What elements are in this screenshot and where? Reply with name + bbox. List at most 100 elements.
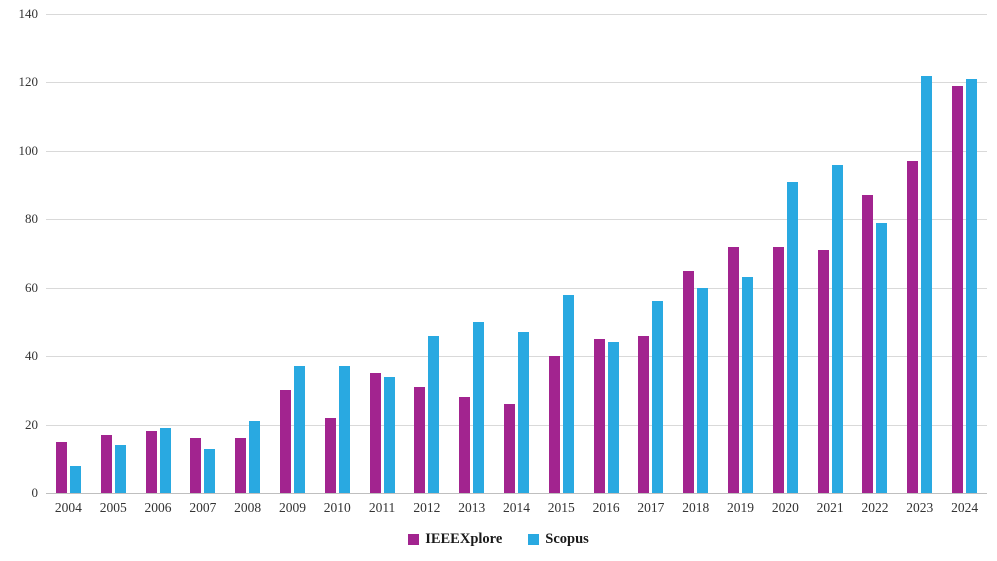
bar-ieeexplore-2014 xyxy=(503,404,515,493)
x-tick-label-2018: 2018 xyxy=(682,500,710,515)
bar-scopus-2004 xyxy=(69,466,81,493)
bar-ieeexplore-2017 xyxy=(638,336,650,493)
bar-group-2004 xyxy=(46,442,91,493)
y-tick-label-60: 60 xyxy=(25,279,38,295)
y-tick-label-80: 80 xyxy=(25,211,38,227)
bar-group-2019 xyxy=(718,247,763,493)
y-tick-label-20: 20 xyxy=(25,416,38,432)
bar-ieeexplore-2006 xyxy=(145,431,157,493)
y-tick-label-0: 0 xyxy=(31,485,39,500)
bar-scopus-2011 xyxy=(383,377,395,493)
bar-ieeexplore-2007 xyxy=(190,438,202,493)
gridline-y-0 xyxy=(46,493,987,494)
bar-ieeexplore-2018 xyxy=(683,271,695,493)
y-tick-label-40: 40 xyxy=(25,348,38,364)
x-tick-label-2014: 2014 xyxy=(503,500,530,515)
bar-group-2023 xyxy=(897,76,942,493)
bar-scopus-2005 xyxy=(114,445,126,493)
bar-group-2018 xyxy=(673,271,718,493)
legend-swatch-scopus xyxy=(528,534,540,545)
bar-ieeexplore-2012 xyxy=(414,387,426,493)
bar-ieeexplore-2009 xyxy=(279,390,291,493)
x-tick-label-2013: 2013 xyxy=(458,500,486,515)
bar-group-2016 xyxy=(584,339,629,493)
bar-ieeexplore-2021 xyxy=(817,250,829,493)
y-tick-label-140: 140 xyxy=(18,6,39,21)
gridline-y-140 xyxy=(46,14,987,15)
x-tick-label-2009: 2009 xyxy=(278,500,306,515)
legend-item-ieeexplore: IEEEXplore xyxy=(408,531,502,548)
bar-ieeexplore-2024 xyxy=(952,86,964,493)
bar-ieeexplore-2016 xyxy=(593,339,605,493)
gridline-y-120 xyxy=(46,82,987,84)
bar-scopus-2018 xyxy=(697,288,709,493)
bar-ieeexplore-2020 xyxy=(772,247,784,493)
x-tick-label-2005: 2005 xyxy=(99,500,127,515)
gridline-y-60 xyxy=(46,287,987,289)
bar-ieeexplore-2019 xyxy=(728,247,740,493)
bar-scopus-2014 xyxy=(517,332,529,493)
bar-group-2022 xyxy=(853,195,898,493)
bar-group-2005 xyxy=(91,435,136,493)
bar-scopus-2007 xyxy=(204,449,216,493)
bar-ieeexplore-2008 xyxy=(235,438,247,493)
bar-scopus-2006 xyxy=(159,428,171,493)
bar-scopus-2008 xyxy=(249,421,261,493)
bar-group-2007 xyxy=(180,438,225,493)
gridline-y-100 xyxy=(46,150,987,152)
bar-scopus-2012 xyxy=(428,336,440,493)
bar-scopus-2021 xyxy=(831,165,843,493)
bar-group-2024 xyxy=(942,79,987,493)
x-tick-label-2021: 2021 xyxy=(816,500,844,515)
bar-scopus-2016 xyxy=(607,342,619,493)
bar-ieeexplore-2005 xyxy=(100,435,112,493)
bar-group-2021 xyxy=(808,165,853,493)
bar-scopus-2023 xyxy=(921,76,933,493)
x-tick-label-2017: 2017 xyxy=(637,500,665,515)
bar-group-2006 xyxy=(136,428,181,493)
bar-scopus-2013 xyxy=(473,322,485,493)
bar-group-2009 xyxy=(270,366,315,493)
x-tick-label-2023: 2023 xyxy=(906,500,934,515)
x-tick-label-2008: 2008 xyxy=(234,500,262,515)
bar-group-2020 xyxy=(763,182,808,493)
bar-ieeexplore-2011 xyxy=(369,373,381,493)
x-tick-label-2022: 2022 xyxy=(861,500,889,515)
x-tick-label-2010: 2010 xyxy=(323,500,351,515)
bar-ieeexplore-2013 xyxy=(459,397,471,493)
bar-group-2017 xyxy=(629,301,674,493)
x-tick-label-2007: 2007 xyxy=(189,500,217,515)
bar-group-2014 xyxy=(494,332,539,493)
x-tick-label-2016: 2016 xyxy=(592,500,620,515)
bar-group-2008 xyxy=(225,421,270,493)
legend-item-scopus: Scopus xyxy=(528,531,589,548)
bar-group-2013 xyxy=(449,322,494,493)
bar-group-2011 xyxy=(360,373,405,493)
legend-swatch-ieeexplore xyxy=(408,534,420,545)
bar-scopus-2015 xyxy=(562,295,574,493)
bar-scopus-2009 xyxy=(293,366,305,493)
bar-ieeexplore-2004 xyxy=(55,442,67,493)
bar-scopus-2020 xyxy=(786,182,798,493)
chart-legend: IEEEXplore Scopus xyxy=(0,531,997,548)
y-tick-label-100: 100 xyxy=(18,142,39,158)
y-tick-label-120: 120 xyxy=(18,74,39,90)
bar-ieeexplore-2010 xyxy=(324,418,336,493)
bar-scopus-2019 xyxy=(742,277,754,493)
x-tick-label-2020: 2020 xyxy=(771,500,799,515)
gridline-y-20 xyxy=(46,424,987,426)
legend-label-scopus: Scopus xyxy=(545,531,589,547)
x-tick-label-2024: 2024 xyxy=(951,500,979,515)
bar-ieeexplore-2023 xyxy=(907,161,919,493)
legend-label-ieeexplore: IEEEXplore xyxy=(425,531,503,547)
bar-group-2012 xyxy=(404,336,449,493)
bar-ieeexplore-2022 xyxy=(862,195,874,493)
gridline-y-80 xyxy=(46,219,987,221)
x-tick-label-2004: 2004 xyxy=(54,500,82,515)
bar-scopus-2022 xyxy=(876,223,888,493)
x-tick-label-2012: 2012 xyxy=(413,500,441,515)
x-tick-label-2019: 2019 xyxy=(727,500,755,515)
bar-group-2010 xyxy=(315,366,360,493)
plot-area xyxy=(46,14,987,494)
